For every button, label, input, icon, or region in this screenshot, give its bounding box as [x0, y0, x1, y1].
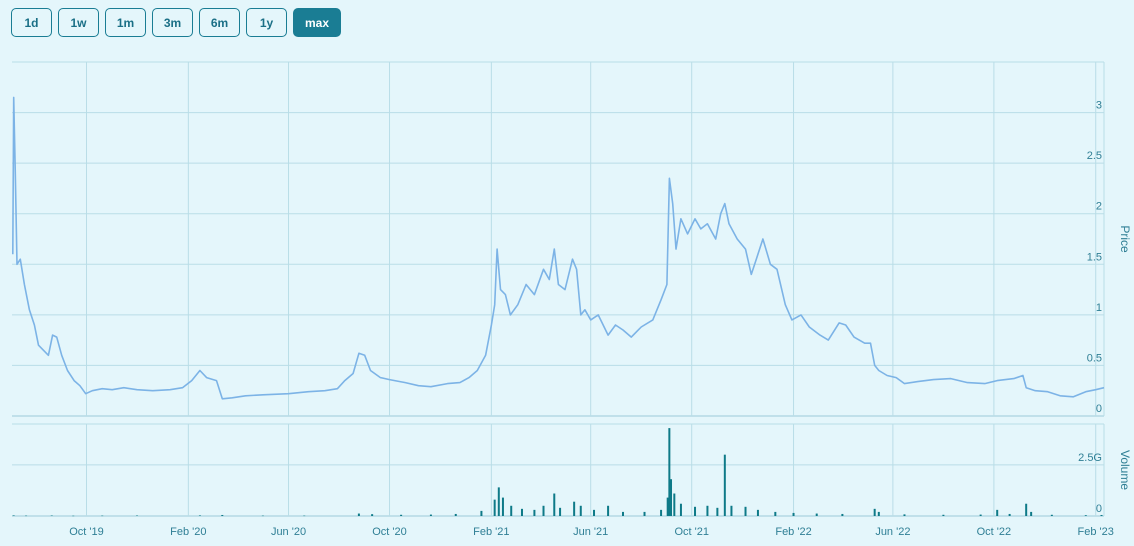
price-tick-label: 0 [1096, 403, 1102, 415]
volume-bar [670, 479, 673, 516]
volume-bar [221, 514, 224, 516]
volume-bar [553, 493, 556, 516]
volume-bar [454, 513, 457, 516]
volume-bar [101, 515, 104, 517]
volume-bar [542, 505, 545, 516]
range-button-1y[interactable]: 1y [246, 8, 287, 37]
x-tick-label: Feb '20 [170, 526, 206, 538]
volume-bar [841, 513, 844, 516]
volume-bar [660, 509, 663, 516]
volume-bar [979, 514, 982, 516]
price-line [12, 96, 1105, 400]
volume-bar [357, 513, 360, 516]
volume-tick-label: 2.5G [1078, 452, 1102, 464]
volume-axis-title: Volume [1118, 450, 1132, 490]
range-button-1m[interactable]: 1m [105, 8, 146, 37]
volume-bar [261, 515, 264, 517]
price-tick-label: 1 [1096, 302, 1102, 314]
range-button-1d[interactable]: 1d [11, 8, 52, 37]
volume-tick-label: 0 [1096, 503, 1102, 515]
volume-bar [136, 515, 139, 516]
volume-bar [501, 497, 504, 516]
volume-bar [50, 515, 53, 516]
x-tick-label: Oct '22 [977, 526, 1012, 538]
volume-bar [607, 505, 610, 516]
volume-bar [12, 515, 15, 516]
volume-bar [903, 514, 906, 516]
volume-bar [480, 510, 483, 516]
x-tick-label: Jun '22 [875, 526, 910, 538]
volume-bar [621, 511, 624, 516]
volume-bar [573, 501, 576, 516]
volume-bar [593, 509, 596, 516]
volume-bar [1050, 514, 1053, 516]
volume-bar [643, 511, 646, 516]
volume-bar [1084, 515, 1087, 516]
volume-bar [942, 514, 945, 516]
volume-bar [303, 515, 306, 517]
volume-bar [756, 509, 759, 516]
volume-bar [1025, 503, 1028, 516]
range-button-1w[interactable]: 1w [58, 8, 99, 37]
x-tick-label: Oct '21 [674, 526, 709, 538]
x-tick-label: Oct '20 [372, 526, 407, 538]
volume-bar [1008, 513, 1011, 516]
price-axis-title: Price [1118, 225, 1132, 253]
volume-bar [668, 428, 671, 516]
volume-bar [673, 493, 676, 516]
x-tick-label: Oct '19 [69, 526, 104, 538]
x-tick-label: Feb '22 [775, 526, 811, 538]
price-tick-label: 1.5 [1087, 251, 1102, 263]
volume-bar [1100, 514, 1103, 516]
volume-bar [429, 514, 432, 516]
volume-bar [792, 512, 795, 516]
x-tick-label: Feb '23 [1078, 526, 1114, 538]
volume-bar [730, 505, 733, 516]
volume-bar [371, 514, 374, 516]
volume-bar [72, 515, 75, 517]
volume-bar [400, 514, 403, 516]
volume-bar [510, 505, 513, 516]
x-tick-label: Jun '20 [271, 526, 306, 538]
volume-bar [1030, 511, 1033, 516]
range-selector: 1d 1w 1m 3m 6m 1y max [11, 8, 341, 37]
volume-bar [25, 515, 28, 517]
volume-bar [559, 507, 562, 516]
volume-bar [533, 509, 536, 516]
volume-bar [877, 511, 880, 516]
volume-bar [706, 505, 709, 516]
volume-bar [520, 508, 523, 516]
price-tick-label: 3 [1096, 100, 1102, 112]
volume-bar [493, 499, 496, 516]
x-tick-label: Jun '21 [573, 526, 608, 538]
price-tick-label: 2 [1096, 201, 1102, 213]
volume-bar [694, 506, 697, 516]
volume-bar [497, 487, 500, 516]
range-button-max[interactable]: max [293, 8, 341, 37]
volume-bar [873, 508, 876, 516]
range-button-6m[interactable]: 6m [199, 8, 240, 37]
volume-bar [198, 515, 201, 516]
volume-bar [815, 513, 818, 516]
volume-bar [996, 509, 999, 516]
volume-bar [666, 497, 669, 516]
volume-bar [723, 454, 726, 516]
range-button-3m[interactable]: 3m [152, 8, 193, 37]
price-tick-label: 0.5 [1087, 352, 1102, 364]
volume-bar [579, 505, 582, 516]
volume-bar [679, 503, 682, 516]
x-tick-label: Feb '21 [473, 526, 509, 538]
volume-bar [744, 506, 747, 516]
price-tick-label: 2.5 [1087, 150, 1102, 162]
volume-bar [716, 507, 719, 516]
volume-bar [774, 511, 777, 516]
